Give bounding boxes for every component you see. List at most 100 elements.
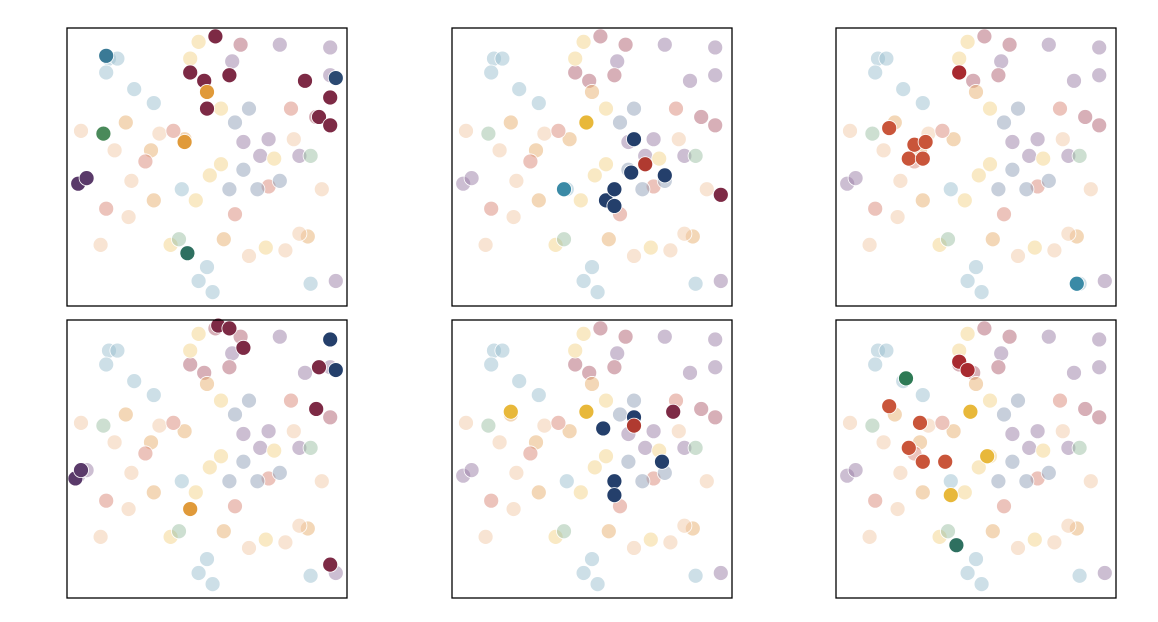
point [204,576,221,592]
point [126,373,143,390]
point [670,423,687,440]
point [970,167,987,184]
point [201,167,218,184]
point [1046,242,1063,259]
point [173,473,190,490]
point [213,100,229,117]
point [575,34,592,50]
point [934,414,951,431]
point [182,501,199,517]
point [914,484,931,501]
point [1054,131,1071,148]
point [145,192,162,209]
point [878,342,895,359]
point [502,114,519,131]
point [123,172,140,189]
point [1082,473,1099,490]
point [687,275,704,292]
point [942,473,959,490]
point [522,445,539,462]
point [199,551,215,567]
point [620,453,637,470]
point [494,342,511,359]
point [626,131,642,148]
point [982,100,998,117]
point [536,125,553,142]
point [567,50,584,67]
point [483,64,500,81]
point [606,198,623,214]
point [951,50,968,67]
point [892,172,909,189]
point [277,534,294,551]
point [956,484,973,501]
point [556,181,572,198]
point [626,100,642,117]
point [241,392,257,409]
point [176,423,193,440]
point [598,392,614,409]
point [842,122,858,139]
point [592,28,609,45]
point [996,114,1012,131]
point [249,181,266,198]
point [215,523,232,540]
point [322,89,339,106]
point [892,464,909,481]
point [190,273,207,289]
point [477,528,494,545]
point [322,117,339,134]
point [491,434,508,451]
point [313,181,330,198]
point [575,273,592,289]
point [626,540,642,556]
point [900,150,917,167]
point [867,356,884,373]
panel [66,27,348,307]
point [165,122,182,139]
point [914,95,931,111]
point [656,36,673,53]
point [993,345,1010,362]
point [235,134,252,150]
point [914,150,931,167]
point [176,134,193,150]
point [698,181,715,198]
point [712,273,729,289]
point [483,492,500,509]
axes-frame [66,319,348,599]
point [707,359,724,376]
point [864,417,881,434]
point [313,473,330,490]
point [463,170,480,187]
point [182,342,199,359]
point [511,81,528,98]
point [878,50,895,67]
point [993,53,1010,70]
point [327,273,344,289]
point [550,414,567,431]
point [940,523,956,540]
point [179,245,196,262]
point [302,567,319,584]
point [106,142,123,159]
point [959,362,976,378]
point [687,567,704,584]
point [945,131,962,148]
point [190,34,207,50]
point [996,206,1012,223]
axes-frame [451,319,733,599]
point [959,34,976,50]
point [145,484,162,501]
point [327,362,344,378]
point [271,36,288,53]
point [707,409,724,426]
point [900,439,917,456]
point [182,50,199,67]
point [912,414,928,431]
point [505,209,522,225]
point [235,161,252,178]
point [235,339,252,356]
point [1026,239,1043,256]
point [707,67,724,84]
